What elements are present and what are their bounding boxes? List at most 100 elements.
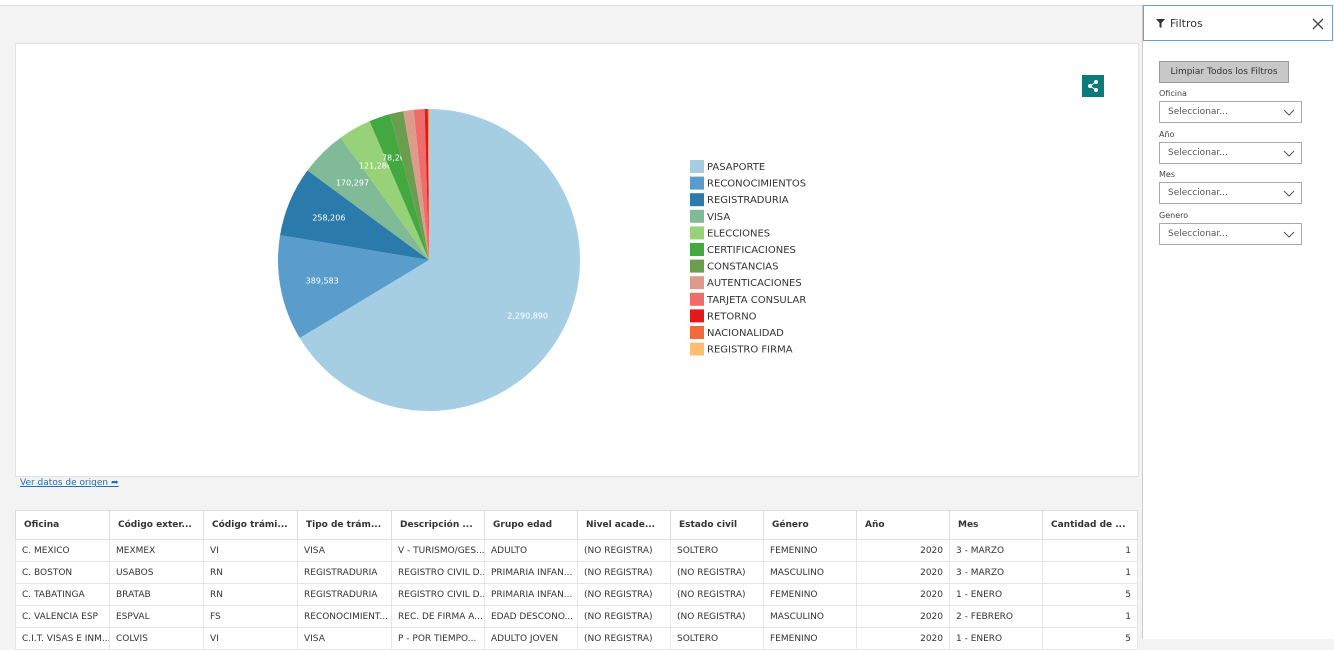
- filter-select[interactable]: Seleccionar...: [1159, 182, 1302, 204]
- legend-swatch: [690, 210, 704, 223]
- table-cell: 3 - MARZO: [950, 540, 1043, 562]
- data-label: 389,583: [306, 276, 339, 285]
- column-header[interactable]: Descripción ...: [392, 511, 485, 540]
- column-header[interactable]: Cantidad de ...: [1043, 511, 1138, 540]
- table-cell: PRIMARIA INFAN...: [485, 584, 578, 606]
- table-cell: (NO REGISTRA): [671, 606, 764, 628]
- legend-label: RECONOCIMIENTOS: [707, 179, 806, 190]
- funnel-icon: [1155, 18, 1167, 30]
- table-cell: 2020: [857, 540, 950, 562]
- table-cell: 2020: [857, 584, 950, 606]
- filter-select[interactable]: Seleccionar...: [1159, 142, 1302, 164]
- link-text[interactable]: Ver datos de origen: [20, 478, 108, 488]
- legend-swatch: [690, 226, 704, 239]
- column-header[interactable]: Tipo de trám...: [298, 511, 392, 540]
- legend-swatch: [690, 309, 704, 322]
- filter-label: Oficina: [1159, 89, 1187, 98]
- legend-label: CONSTANCIAS: [707, 262, 778, 273]
- data-label: 170,297: [336, 179, 369, 188]
- table-cell: RN: [204, 562, 298, 584]
- table-cell: MEXMEX: [110, 540, 204, 562]
- column-header[interactable]: Código trámi...: [204, 511, 298, 540]
- column-header[interactable]: Mes: [950, 511, 1043, 540]
- filter-header: Filtros: [1143, 5, 1333, 41]
- table-cell: (NO REGISTRA): [578, 562, 671, 584]
- table-cell: (NO REGISTRA): [671, 562, 764, 584]
- legend-swatch: [690, 177, 704, 190]
- table-cell: RECONOCIMIENT...: [298, 606, 392, 628]
- table-cell: SOLTERO: [671, 540, 764, 562]
- data-label: 121,286: [359, 161, 392, 170]
- table-cell: (NO REGISTRA): [578, 584, 671, 606]
- legend-label: AUTENTICACIONES: [707, 278, 802, 289]
- table-cell: 2020: [857, 562, 950, 584]
- table-cell: REGISTRO CIVIL D...: [392, 562, 485, 584]
- table-cell: C. TABATINGA: [16, 584, 110, 606]
- share-icon: [1082, 75, 1104, 97]
- close-button[interactable]: [1311, 17, 1325, 31]
- legend-label: RETORNO: [707, 311, 757, 322]
- column-header[interactable]: Estado civil: [671, 511, 764, 540]
- table-cell: (NO REGISTRA): [578, 606, 671, 628]
- filter-select[interactable]: Seleccionar...: [1159, 101, 1302, 123]
- table-cell: FEMENINO: [764, 540, 857, 562]
- column-header[interactable]: Nivel acade...: [578, 511, 671, 540]
- table-cell: 5: [1043, 584, 1138, 606]
- data-label: 2,290,890: [507, 312, 548, 321]
- arrow-path: [1284, 151, 1294, 156]
- select-placeholder: Seleccionar...: [1168, 107, 1228, 117]
- table-cell: ADULTO: [485, 540, 578, 562]
- legend-swatch: [690, 260, 704, 273]
- column-header[interactable]: Grupo edad: [485, 511, 578, 540]
- legend-swatch: [690, 343, 704, 356]
- legend-swatch: [690, 276, 704, 289]
- table-cell: 1: [1043, 606, 1138, 628]
- legend-label: ELECCIONES: [707, 228, 770, 239]
- legend-swatch: [690, 160, 704, 173]
- table-cell: 1: [1043, 540, 1138, 562]
- clear-filters-button[interactable]: Limpiar Todos los Filtros: [1159, 61, 1289, 83]
- legend-swatch: [690, 243, 704, 256]
- top-bar: [0, 0, 1334, 6]
- legend-swatch: [690, 326, 704, 339]
- filter-label: Genero: [1159, 211, 1188, 220]
- column-header[interactable]: Año: [857, 511, 950, 540]
- table-cell: USABOS: [110, 562, 204, 584]
- table-cell: REGISTRO CIVIL D...: [392, 584, 485, 606]
- filter-panel: Filtros Limpiar Todos los Filtros Oficin…: [1142, 5, 1334, 639]
- table-cell: C. MEXICO: [16, 540, 110, 562]
- dropdown-arrow: [1283, 190, 1295, 198]
- table-cell: FS: [204, 606, 298, 628]
- select-placeholder: Seleccionar...: [1168, 229, 1228, 239]
- table-cell: (NO REGISTRA): [671, 584, 764, 606]
- legend-label: PASAPORTE: [707, 162, 765, 173]
- legend-swatch: [690, 293, 704, 306]
- table-cell: BRATAB: [110, 584, 204, 606]
- legend-label: CERTIFICACIONES: [707, 245, 796, 256]
- filter-select[interactable]: Seleccionar...: [1159, 223, 1302, 245]
- table-cell: 2 - FEBRERO: [950, 606, 1043, 628]
- table-cell: VI: [204, 540, 298, 562]
- chart: 2,290,890389,583258,206170,297121,28678,…: [16, 44, 1136, 474]
- column-header[interactable]: Código exter...: [110, 511, 204, 540]
- column-header[interactable]: Oficina: [16, 511, 110, 540]
- table-cell: ESPVAL: [110, 606, 204, 628]
- column-header[interactable]: Género: [764, 511, 857, 540]
- filter-title: Filtros: [1170, 17, 1203, 30]
- share-button[interactable]: [1082, 75, 1104, 97]
- table-cell: REGISTRADURIA: [298, 562, 392, 584]
- filter-label: Mes: [1159, 170, 1175, 179]
- table-cell: FEMENINO: [764, 584, 857, 606]
- source-link[interactable]: Ver datos de origen ➦: [20, 478, 119, 488]
- legend-label: NACIONALIDAD: [707, 328, 784, 339]
- legend-label: VISA: [707, 212, 730, 223]
- legend-label: TARJETA CONSULAR: [706, 295, 806, 306]
- table-cell: 2020: [857, 606, 950, 628]
